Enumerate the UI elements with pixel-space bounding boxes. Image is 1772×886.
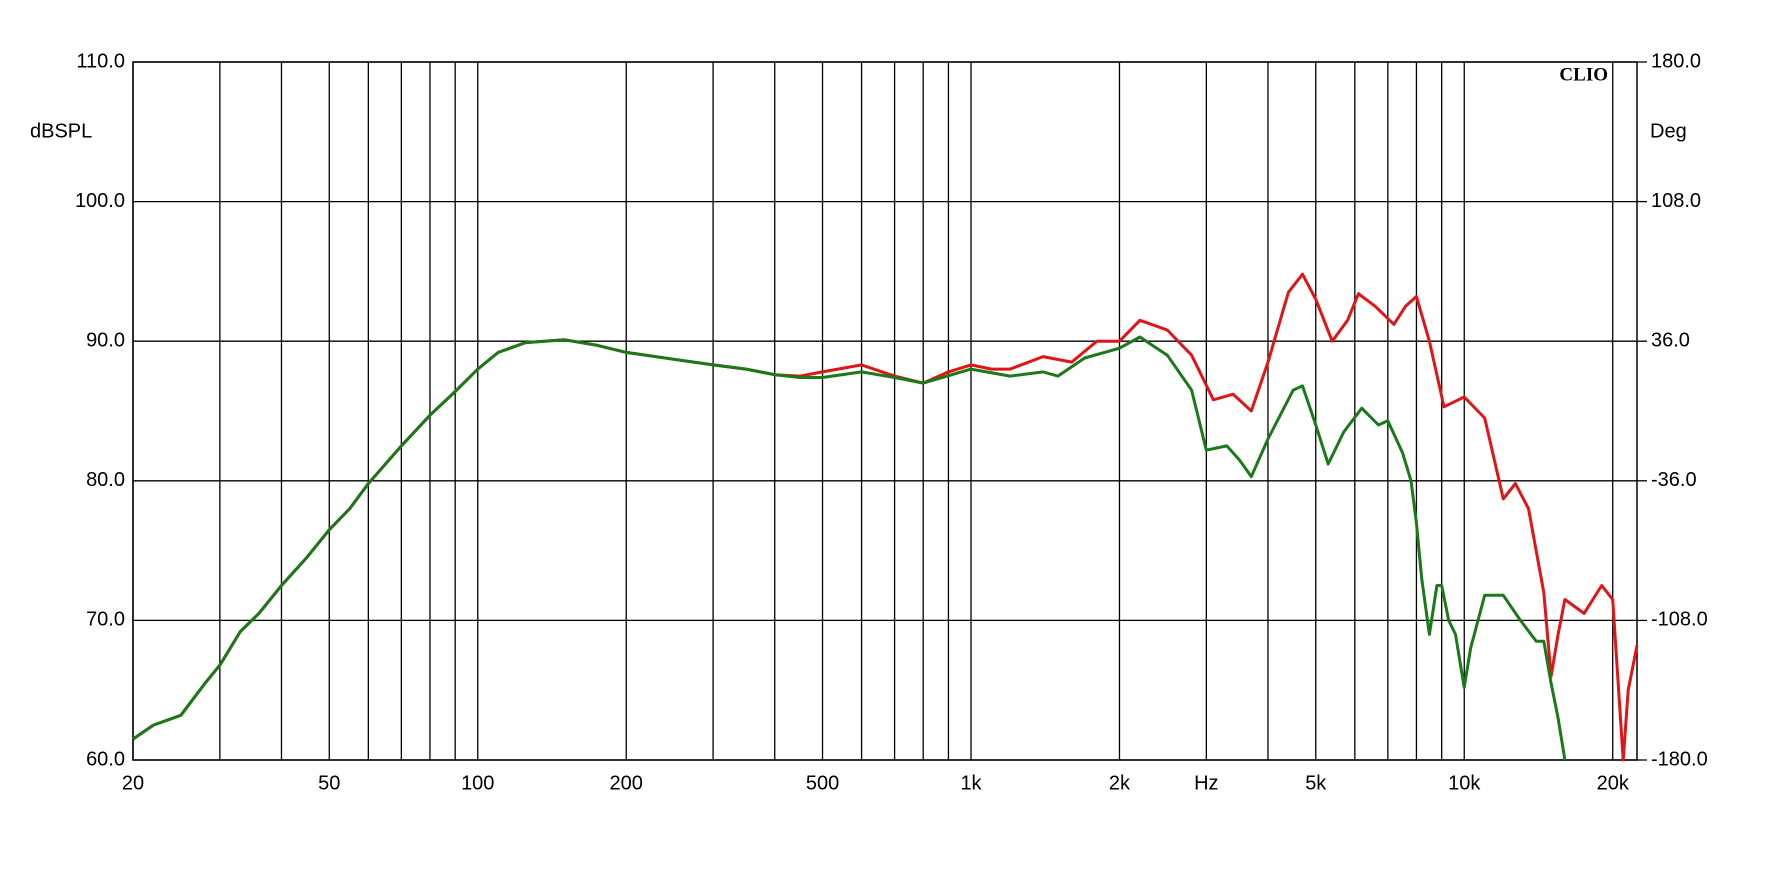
x-tick-label: 50 [318,772,340,794]
y2-tick-label: 108.0 [1651,190,1701,212]
y2-tick-label: -36.0 [1651,469,1697,491]
brand: CLIO [1559,64,1608,85]
y2-tick-label: 180.0 [1651,50,1701,72]
x-tick-label: 500 [806,772,839,794]
y-tick-label: 60.0 [86,748,125,770]
y-tick-label: 70.0 [86,609,125,631]
y-tick-label: 80.0 [86,469,125,491]
y2-tick-label: 36.0 [1651,329,1690,351]
x-tick-label: 100 [461,772,494,794]
y2-tick-label: -180.0 [1651,748,1708,770]
series-line [132,335,1567,761]
x-tick-label: 200 [610,772,643,794]
y2-axis-label: Deg [1650,120,1687,142]
series-line [132,272,1639,762]
x-tick-label: 1k [960,772,982,794]
x-tick-label: 10k [1448,772,1481,794]
x-tick-label: Hz [1194,772,1218,794]
y-tick-label: 90.0 [86,329,125,351]
x-tick-label: 20 [122,772,144,794]
x-tick-label: 2k [1109,772,1131,794]
x-tick-label: 20k [1597,772,1630,794]
plot-frame [132,61,1638,761]
x-tick-label: 5k [1305,772,1327,794]
y2-tick-label: -108.0 [1651,609,1708,631]
y-tick-label: 110.0 [76,50,125,72]
y-tick-label: 100.0 [75,190,125,212]
y-axis-label: dBSPL [30,120,92,142]
